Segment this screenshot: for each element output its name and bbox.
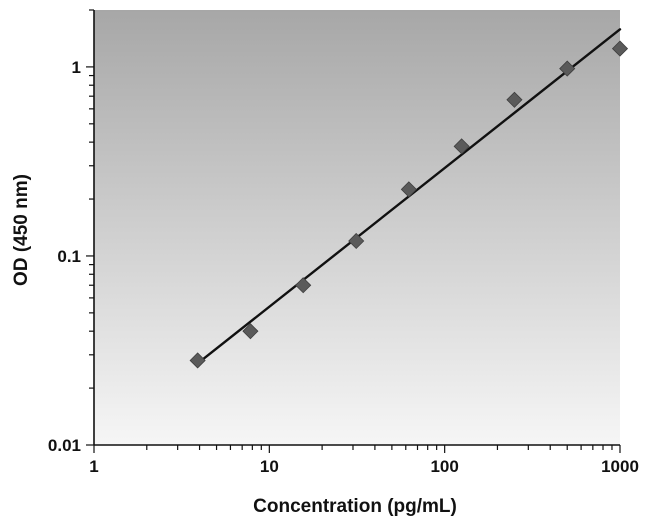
mark-layer: [189, 28, 629, 369]
axis-layer: [86, 9, 621, 453]
x-tick-label: 1000: [601, 457, 639, 476]
data-point-diamond: [453, 138, 470, 155]
data-point-diamond: [400, 181, 417, 198]
y-tick-label: 1: [72, 58, 81, 77]
label-layer: Concentration (pg/mL) OD (450 nm) 1 10 100…: [11, 58, 639, 517]
y-tick-label: 0.01: [48, 436, 81, 455]
plot-layer: [94, 10, 620, 445]
data-point-diamond: [295, 277, 312, 294]
data-point-diamond: [611, 40, 629, 57]
y-tick-label: 0.1: [57, 247, 81, 266]
data-point-diamond: [559, 60, 576, 77]
plot-area: [94, 10, 620, 445]
data-point-diamond: [189, 352, 206, 369]
data-point-diamond: [506, 91, 523, 108]
data-point-diamond: [242, 323, 259, 340]
data-point-diamond: [348, 232, 365, 250]
x-tick-label: 10: [260, 457, 279, 476]
x-tick-label: 1: [89, 457, 98, 476]
x-tick-label: 100: [430, 457, 458, 476]
y-axis-title: OD (450 nm): [11, 174, 32, 286]
x-axis-title: Concentration (pg/mL): [253, 496, 457, 517]
